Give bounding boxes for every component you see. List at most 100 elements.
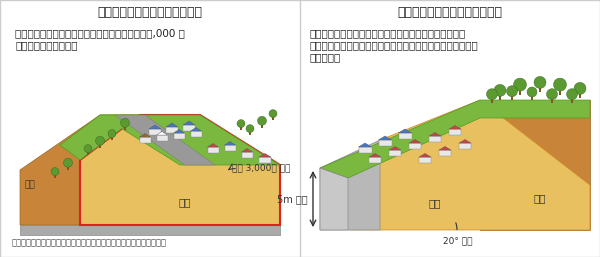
Polygon shape	[100, 115, 280, 165]
Polygon shape	[259, 153, 271, 157]
Bar	[166, 127, 178, 133]
Bar	[240, 127, 242, 130]
Bar	[571, 99, 573, 103]
Bar	[379, 140, 392, 146]
Bar	[579, 93, 581, 98]
Polygon shape	[208, 143, 218, 147]
Text: 盛土: 盛土	[429, 198, 441, 208]
Polygon shape	[359, 143, 371, 147]
Polygon shape	[439, 146, 451, 150]
Bar	[389, 150, 401, 155]
Bar	[531, 96, 533, 100]
Circle shape	[527, 87, 537, 97]
Circle shape	[237, 120, 245, 127]
Circle shape	[487, 89, 497, 100]
Polygon shape	[398, 129, 412, 133]
Polygon shape	[224, 142, 235, 145]
Text: 谷や沢を埋め立てた造成宅地で、盛土の面積が３,000 平: 谷や沢を埋め立てた造成宅地で、盛土の面積が３,000 平	[15, 28, 185, 38]
Text: 方メートル以上のもの: 方メートル以上のもの	[15, 40, 77, 50]
Circle shape	[269, 109, 277, 118]
Bar	[157, 135, 167, 141]
Bar	[54, 175, 56, 178]
Bar	[519, 90, 521, 95]
Text: 【谷埋め型大規模盛土造成地】: 【谷埋め型大規模盛土造成地】	[97, 5, 203, 19]
Polygon shape	[60, 115, 140, 160]
Circle shape	[246, 125, 254, 133]
Bar	[409, 143, 421, 149]
Bar	[459, 143, 471, 149]
Circle shape	[514, 78, 527, 91]
Polygon shape	[429, 133, 441, 136]
Bar	[87, 152, 89, 155]
Text: 20° 以上: 20° 以上	[443, 236, 473, 245]
Bar	[511, 96, 513, 100]
Text: 盛土: 盛土	[179, 197, 191, 207]
Polygon shape	[480, 100, 590, 230]
Polygon shape	[389, 146, 401, 150]
Bar	[359, 147, 371, 153]
Polygon shape	[340, 100, 590, 230]
Polygon shape	[191, 127, 202, 131]
Bar	[539, 87, 541, 92]
Circle shape	[547, 89, 557, 100]
Bar	[419, 157, 431, 162]
Text: 5m 以上: 5m 以上	[277, 194, 308, 204]
Polygon shape	[419, 153, 431, 157]
Bar	[398, 133, 412, 139]
Polygon shape	[241, 149, 253, 152]
Bar	[559, 90, 562, 95]
Bar	[111, 137, 113, 140]
Polygon shape	[449, 125, 461, 129]
Circle shape	[121, 118, 130, 127]
Text: 平面に対する角度が２０度以上かつ盛土の高さが５メートル: 平面に対する角度が２０度以上かつ盛土の高さが５メートル	[310, 40, 479, 50]
Bar	[124, 126, 126, 130]
Text: 地山: 地山	[534, 193, 546, 203]
Circle shape	[566, 89, 577, 100]
Polygon shape	[320, 168, 348, 230]
Circle shape	[51, 168, 59, 176]
Bar	[491, 99, 493, 103]
Text: 傾斜地に盛土した造成宅地で、盛土する前の地盤面の水: 傾斜地に盛土した造成宅地で、盛土する前の地盤面の水	[310, 28, 466, 38]
Circle shape	[554, 78, 566, 91]
Circle shape	[108, 130, 116, 137]
Polygon shape	[20, 115, 140, 225]
Bar	[139, 137, 151, 142]
Circle shape	[64, 158, 73, 167]
Polygon shape	[379, 136, 392, 140]
Bar	[439, 150, 451, 155]
Bar	[261, 124, 263, 128]
Polygon shape	[183, 121, 195, 125]
Text: 盛土 3,000㎡ 以上: 盛土 3,000㎡ 以上	[232, 163, 290, 172]
Bar	[173, 133, 185, 139]
Text: 地山: 地山	[25, 180, 35, 189]
Text: 【腹付け型大規模盛土造成地】: 【腹付け型大規模盛土造成地】	[398, 5, 503, 19]
Polygon shape	[115, 115, 215, 165]
Circle shape	[84, 145, 92, 153]
Polygon shape	[157, 132, 167, 135]
Circle shape	[494, 84, 506, 96]
Polygon shape	[369, 153, 381, 157]
Polygon shape	[149, 125, 161, 129]
Circle shape	[506, 86, 517, 97]
Bar	[249, 132, 251, 135]
Bar	[149, 129, 161, 135]
Text: 出典：大規模盛土造成地の滑動崩落対策推進ガイドライン及び同解説: 出典：大規模盛土造成地の滑動崩落対策推進ガイドライン及び同解説	[12, 238, 167, 247]
Bar	[499, 95, 501, 100]
Bar	[429, 136, 441, 142]
Bar	[99, 144, 101, 148]
Bar	[67, 166, 69, 170]
Polygon shape	[20, 225, 280, 235]
Polygon shape	[320, 140, 380, 230]
Polygon shape	[173, 130, 185, 133]
Bar	[449, 129, 461, 134]
Bar	[259, 157, 271, 162]
Circle shape	[534, 76, 546, 88]
Polygon shape	[459, 140, 471, 143]
Bar	[369, 157, 381, 162]
Circle shape	[574, 82, 586, 94]
Bar	[272, 117, 274, 120]
Polygon shape	[80, 115, 280, 225]
Bar	[191, 131, 202, 136]
Polygon shape	[409, 140, 421, 143]
Bar	[183, 125, 195, 131]
